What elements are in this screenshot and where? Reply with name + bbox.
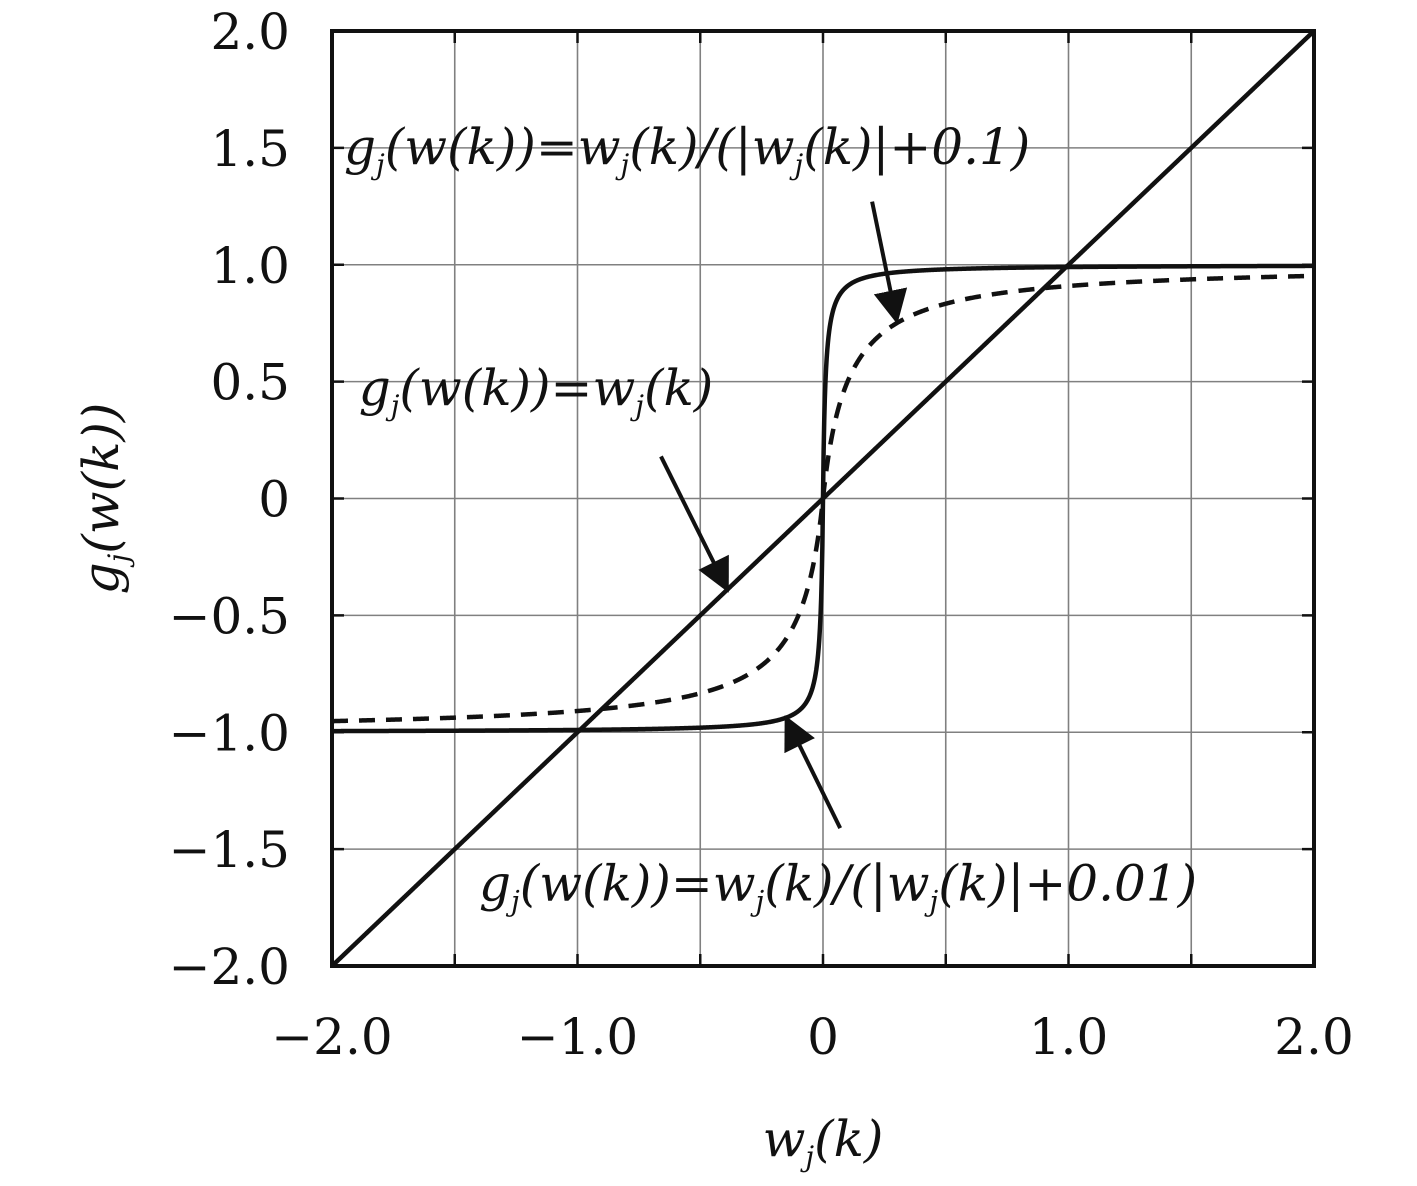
annotation-label: gj​(w(k))=wj​(k) bbox=[359, 359, 714, 422]
series-line-1 bbox=[330, 273, 1316, 724]
y-tick-label: 0.5 bbox=[210, 354, 290, 412]
tick-marks bbox=[330, 29, 1316, 968]
annotations: gj​(w(k))=wj​(k)/(|wj​(k)|+0.1) gj​(w(k))… bbox=[344, 118, 1197, 917]
x-tick-label: −2.0 bbox=[271, 1008, 392, 1066]
series-group bbox=[330, 29, 1316, 968]
axis-titles: wj​(k) gj​(w(k)) bbox=[72, 403, 883, 1173]
x-tick-label: 2.0 bbox=[1274, 1008, 1354, 1066]
annotation-arrow bbox=[784, 715, 842, 829]
series-line-2 bbox=[330, 263, 1316, 734]
x-tick-label: 0 bbox=[807, 1008, 839, 1066]
y-tick-label: 0 bbox=[258, 471, 290, 529]
y-axis-title: gj​(w(k)) bbox=[72, 403, 135, 595]
y-tick-label: −0.5 bbox=[169, 587, 290, 645]
y-tick-label: −1.5 bbox=[169, 821, 290, 879]
tick-labels: −2.0 −1.0 0 1.0 2.0 2.0 1.5 1.0 0.5 0 −0.5 −1.0 −1.5… bbox=[169, 3, 1354, 1066]
x-tick-label: 1.0 bbox=[1029, 1008, 1109, 1066]
annotation-label: gj​(w(k))=wj​(k)/(|wj​(k)|+0.1) bbox=[344, 118, 1030, 181]
y-tick-label: 1.5 bbox=[210, 120, 290, 178]
y-tick-label: −2.0 bbox=[169, 938, 290, 996]
x-tick-label: −1.0 bbox=[517, 1008, 638, 1066]
annotation-arrow bbox=[870, 201, 908, 325]
y-tick-label: 1.0 bbox=[210, 237, 290, 295]
y-tick-label: 2.0 bbox=[210, 3, 290, 61]
y-tick-label: −1.0 bbox=[169, 704, 290, 762]
x-axis-title: wj​(k) bbox=[763, 1110, 884, 1173]
annotation-arrow bbox=[659, 455, 730, 593]
annotation-label: gj​(w(k))=wj​(k)/(|wj​(k)|+0.01) bbox=[479, 855, 1197, 918]
